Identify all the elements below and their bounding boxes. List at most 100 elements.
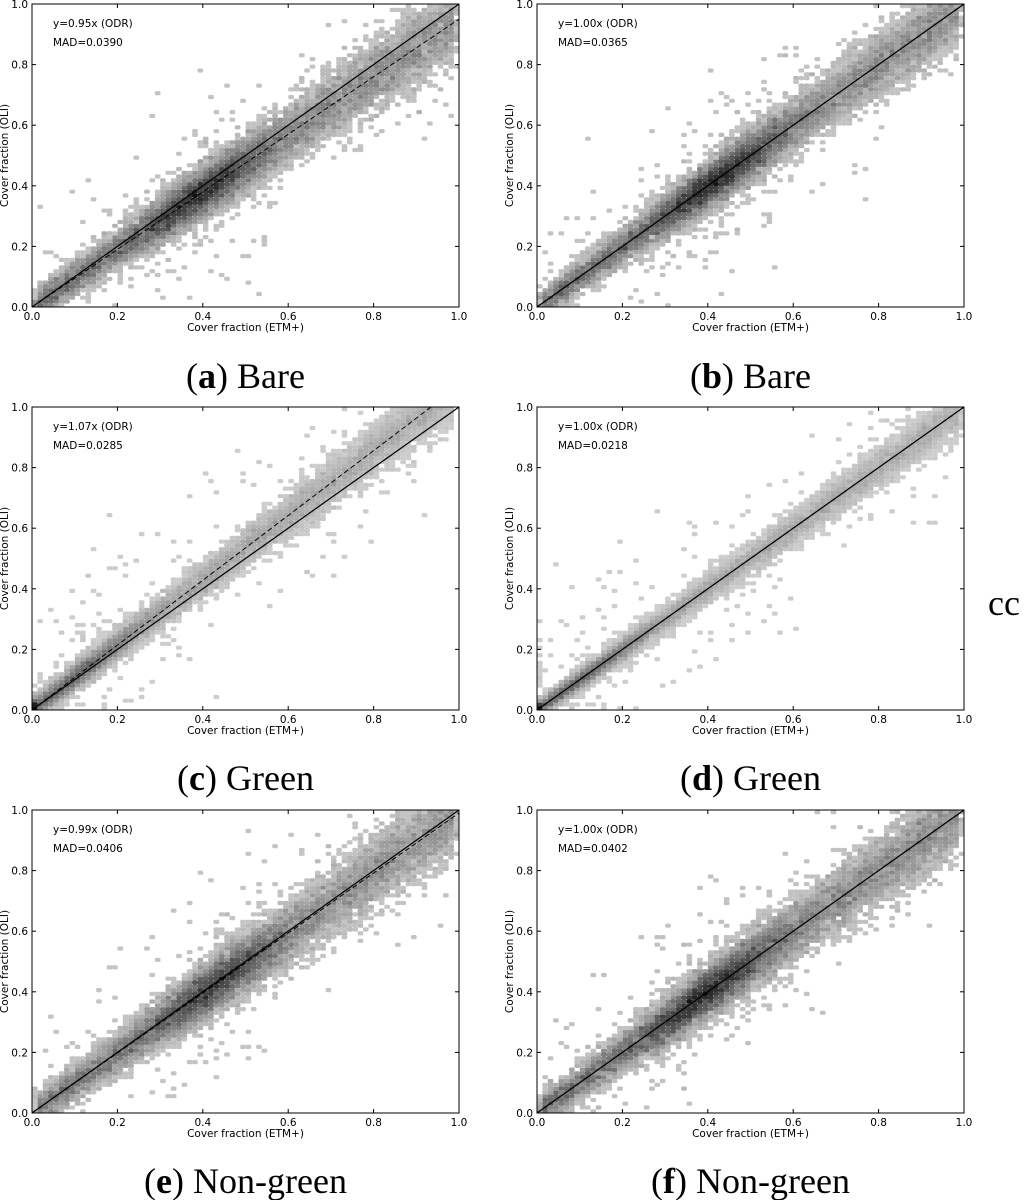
density-bin [80, 622, 86, 628]
density-bin [665, 216, 671, 221]
density-bin [889, 38, 895, 43]
density-bin [330, 110, 337, 115]
density-bin [878, 94, 885, 100]
density-bin [165, 182, 172, 187]
density-bin [654, 163, 661, 168]
density-bin [293, 102, 300, 107]
density-bin [416, 22, 422, 28]
density-bin [362, 38, 369, 43]
density-bin [761, 132, 767, 137]
density-bin [202, 170, 209, 175]
density-bin [921, 437, 927, 442]
density-bin [320, 509, 326, 514]
density-bin [90, 645, 97, 650]
density-bin [293, 151, 300, 156]
density-bin [617, 657, 623, 662]
density-bin [325, 479, 332, 484]
density-bin [563, 288, 570, 293]
density-bin [250, 151, 257, 156]
density-bin [590, 250, 597, 255]
density-bin [288, 125, 294, 130]
density-bin [218, 185, 225, 190]
density-bin [851, 479, 858, 484]
density-bin [176, 577, 182, 582]
density-bin [208, 174, 214, 179]
density-bin [288, 528, 294, 533]
density-bin [144, 250, 150, 255]
density-bin [707, 596, 714, 601]
density-bin [320, 475, 326, 480]
density-bin [702, 600, 709, 605]
density-bin [341, 72, 348, 77]
density-bin [857, 38, 863, 43]
density-bin [112, 630, 118, 635]
density-bin [777, 147, 783, 153]
density-bin [229, 151, 236, 156]
density-bin [755, 547, 762, 552]
density-bin [122, 193, 129, 198]
density-bin [336, 132, 342, 137]
density-bin [80, 265, 86, 270]
density-bin [750, 174, 757, 179]
density-bin [579, 238, 586, 243]
density-bin [910, 53, 917, 58]
density-bin [883, 72, 890, 77]
density-bin [250, 482, 257, 487]
density-bin [165, 227, 172, 232]
density-bin [149, 600, 156, 605]
density-bin [819, 509, 826, 514]
density-bin [362, 22, 369, 28]
density-bin [809, 94, 815, 100]
density-bin [750, 125, 757, 130]
density-bin [916, 7, 922, 12]
density-bin [229, 216, 236, 221]
density-bin [352, 110, 358, 115]
density-bin [841, 121, 847, 126]
density-bin [782, 509, 789, 514]
density-bin [298, 121, 305, 126]
density-bin [144, 216, 150, 221]
density-bin [563, 694, 570, 700]
density-bin [846, 64, 853, 69]
density-bin [277, 178, 284, 183]
density-bin [416, 79, 422, 84]
density-bin [96, 668, 102, 673]
density-bin [889, 41, 895, 47]
density-bin [595, 694, 602, 700]
density-bin [432, 41, 438, 47]
density-bin [80, 600, 86, 605]
density-bin [160, 204, 166, 209]
density-bin [793, 528, 799, 533]
density-bin [266, 170, 273, 175]
density-bin [53, 254, 60, 259]
density-bin [734, 174, 741, 179]
density-bin [37, 691, 43, 696]
density-bin [755, 113, 762, 118]
density-bin [192, 569, 198, 575]
density-bin [330, 83, 337, 88]
density-bin [378, 41, 385, 47]
density-bin [761, 189, 767, 194]
density-bin [240, 98, 246, 103]
density-bin [574, 288, 581, 293]
density-bin [686, 254, 693, 259]
density-bin [771, 528, 778, 533]
density-bin [723, 159, 730, 164]
density-bin [234, 155, 241, 160]
density-bin [878, 467, 885, 472]
density-bin [96, 242, 102, 247]
density-bin [729, 178, 735, 183]
density-bin [437, 422, 444, 427]
density-bin [697, 216, 703, 221]
density-bin [309, 486, 316, 491]
density-bin [149, 235, 156, 240]
density-bin [766, 151, 773, 156]
density-bin [272, 174, 278, 179]
density-bin [926, 7, 933, 12]
density-bin [542, 706, 548, 710]
density-bin [368, 429, 374, 434]
density-bin [590, 702, 597, 707]
density-bin [611, 235, 618, 240]
density-bin [643, 250, 650, 255]
density-bin [272, 532, 278, 537]
